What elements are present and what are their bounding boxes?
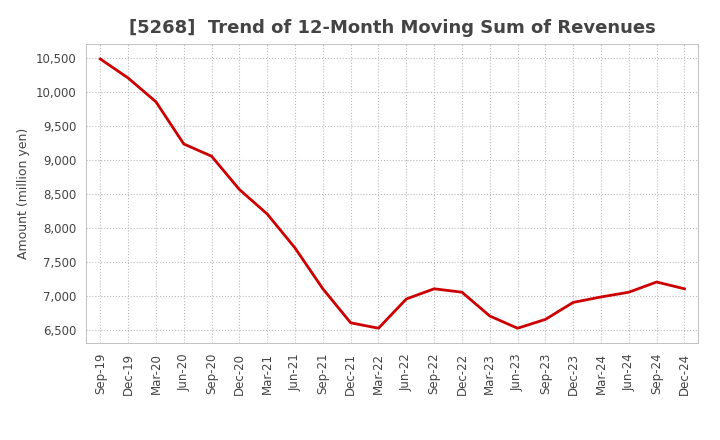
Y-axis label: Amount (million yen): Amount (million yen) <box>17 128 30 259</box>
Text: [5268]  Trend of 12-Month Moving Sum of Revenues: [5268] Trend of 12-Month Moving Sum of R… <box>130 19 656 37</box>
